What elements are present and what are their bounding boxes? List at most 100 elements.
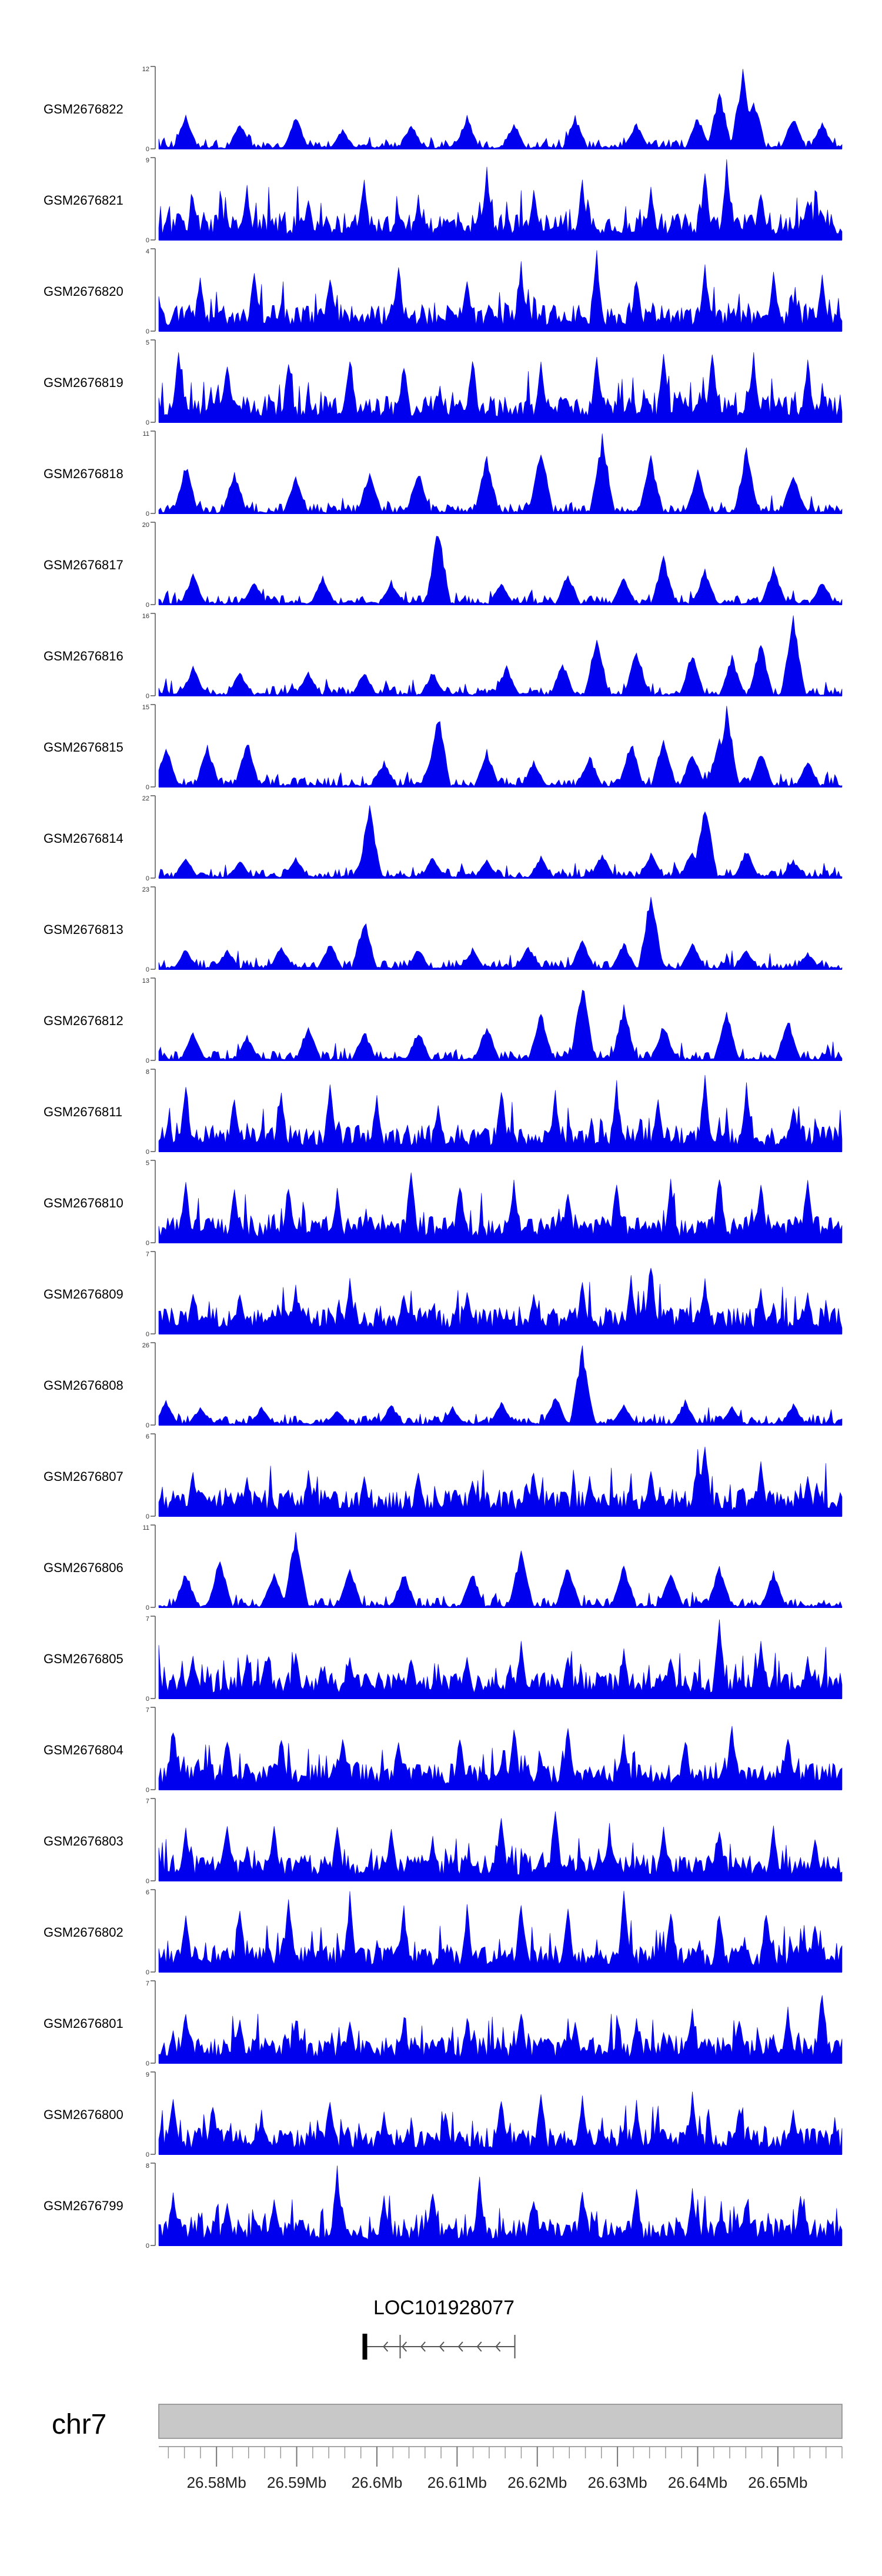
chromosome-axis: chr7 26.58Mb 26.59Mb 26.6Mb 26.61Mb 26.62Mb 2…	[52, 2404, 843, 2491]
coverage-area	[158, 250, 843, 332]
track-label: GSM2676822	[44, 102, 123, 116]
y-axis-max-label: 6	[146, 1889, 149, 1896]
x-axis-tick-label: 26.65Mb	[748, 2474, 807, 2491]
coverage-area	[158, 1267, 843, 1334]
track-GSM2676809: GSM2676809 7 0	[44, 1251, 843, 1338]
y-axis-min-label: 0	[146, 1878, 149, 1885]
track-label: GSM2676800	[44, 2107, 123, 2122]
y-axis-min-label: 0	[146, 966, 149, 973]
y-axis-max-label: 7	[146, 1798, 149, 1805]
coverage-area	[158, 1619, 843, 1699]
track-label: GSM2676799	[44, 2198, 123, 2213]
y-axis-min-label: 0	[146, 2243, 149, 2250]
track-label: GSM2676804	[44, 1743, 123, 1757]
strand-arrow	[476, 2341, 482, 2352]
track-label: GSM2676819	[44, 375, 123, 390]
y-axis-max-label: 7	[146, 1616, 149, 1623]
track-label: GSM2676806	[44, 1560, 123, 1575]
coverage-area	[158, 1811, 843, 1881]
track-GSM2676802: GSM2676802 6 0	[44, 1889, 843, 1976]
y-axis-max-label: 13	[142, 977, 149, 985]
coverage-area	[158, 536, 843, 605]
track-GSM2676804: GSM2676804 7 0	[44, 1707, 843, 1794]
coverage-area	[158, 1891, 843, 1973]
coverage-area	[158, 1726, 843, 1790]
y-axis-min-label: 0	[146, 1331, 149, 1338]
y-axis-min-label: 0	[146, 237, 149, 244]
track-GSM2676816: GSM2676816 16 0	[44, 613, 843, 700]
coverage-area	[158, 2091, 843, 2155]
gene-structure	[362, 2334, 516, 2360]
chromosome-band	[158, 2404, 843, 2439]
track-GSM2676819: GSM2676819 5 0	[44, 339, 843, 426]
y-axis-min-label: 0	[146, 1513, 149, 1520]
track-label: GSM2676809	[44, 1287, 123, 1302]
y-axis-min-label: 0	[146, 875, 149, 882]
y-axis-min-label: 0	[146, 602, 149, 609]
y-axis-max-label: 11	[143, 431, 149, 438]
coverage-area	[158, 1172, 843, 1243]
track-label: GSM2676816	[44, 649, 123, 663]
strand-arrow	[420, 2341, 426, 2352]
coverage-area	[158, 805, 843, 879]
track-GSM2676799: GSM2676799 8 0	[44, 2163, 843, 2250]
strand-arrow	[439, 2341, 445, 2352]
track-GSM2676810: GSM2676810 5 0	[44, 1160, 843, 1247]
y-axis-min-label: 0	[146, 1787, 149, 1794]
gene-exon	[362, 2334, 368, 2360]
y-axis-min-label: 0	[146, 2060, 149, 2067]
coverage-area	[158, 990, 843, 1061]
x-axis-tick-label: 26.61Mb	[427, 2474, 487, 2491]
coverage-area	[158, 896, 843, 970]
y-axis-max-label: 20	[142, 522, 149, 529]
track-GSM2676807: GSM2676807 6 0	[44, 1433, 843, 1520]
strand-arrow	[383, 2341, 389, 2352]
gene-model: LOC101928077	[362, 2297, 516, 2360]
track-GSM2676803: GSM2676803 7 0	[44, 1798, 843, 1885]
track-label: GSM2676802	[44, 1925, 123, 1940]
strand-arrow	[401, 2341, 407, 2352]
track-GSM2676806: GSM2676806 11 0	[44, 1524, 843, 1611]
coverage-area	[158, 69, 843, 149]
track-GSM2676805: GSM2676805 7 0	[44, 1616, 843, 1703]
track-label: GSM2676820	[44, 284, 123, 299]
track-label: GSM2676811	[44, 1105, 122, 1119]
y-axis-max-label: 15	[142, 704, 149, 711]
track-label: GSM2676807	[44, 1469, 123, 1484]
track-GSM2676813: GSM2676813 23 0	[44, 886, 843, 973]
y-axis-min-label: 0	[146, 146, 149, 153]
track-GSM2676822: GSM2676822 12 0	[44, 66, 843, 153]
track-label: GSM2676808	[44, 1378, 123, 1393]
gene-name-label: LOC101928077	[373, 2297, 514, 2319]
track-label: GSM2676815	[44, 740, 123, 755]
axis-ticks: 26.58Mb 26.59Mb 26.6Mb 26.61Mb 26.62Mb 26.63M…	[159, 2446, 843, 2491]
coverage-tracks: GSM2676822120GSM267682190GSM267682040GSM…	[44, 66, 843, 2250]
track-GSM2676801: GSM2676801 7 0	[44, 1980, 843, 2067]
track-GSM2676815: GSM2676815 15 0	[44, 704, 843, 791]
coverage-area	[158, 706, 843, 788]
strand-arrow	[495, 2341, 501, 2352]
x-axis-tick-label: 26.6Mb	[352, 2474, 403, 2491]
coverage-area	[158, 1995, 843, 2064]
y-axis-max-label: 11	[143, 1524, 149, 1531]
y-axis-max-label: 8	[146, 1069, 149, 1076]
x-axis-tick-label: 26.59Mb	[267, 2474, 326, 2491]
y-axis-max-label: 5	[146, 339, 149, 346]
y-axis-max-label: 23	[142, 886, 149, 893]
track-GSM2676821: GSM2676821 9 0	[44, 157, 843, 244]
y-axis-min-label: 0	[146, 693, 149, 700]
coverage-area	[158, 615, 843, 696]
y-axis-min-label: 0	[146, 1604, 149, 1611]
y-axis-min-label: 0	[146, 1057, 149, 1065]
y-axis-max-label: 8	[146, 2163, 149, 2170]
y-axis-max-label: 12	[142, 66, 149, 73]
coverage-area	[158, 1345, 843, 1426]
y-axis-min-label: 0	[146, 1149, 149, 1156]
x-axis-tick-label: 26.62Mb	[507, 2474, 567, 2491]
y-axis-max-label: 7	[146, 1251, 149, 1258]
y-axis-max-label: 26	[142, 1342, 149, 1349]
track-label: GSM2676818	[44, 466, 123, 481]
y-axis-max-label: 22	[142, 795, 149, 802]
y-axis-max-label: 9	[146, 2071, 149, 2078]
y-axis-min-label: 0	[146, 784, 149, 791]
